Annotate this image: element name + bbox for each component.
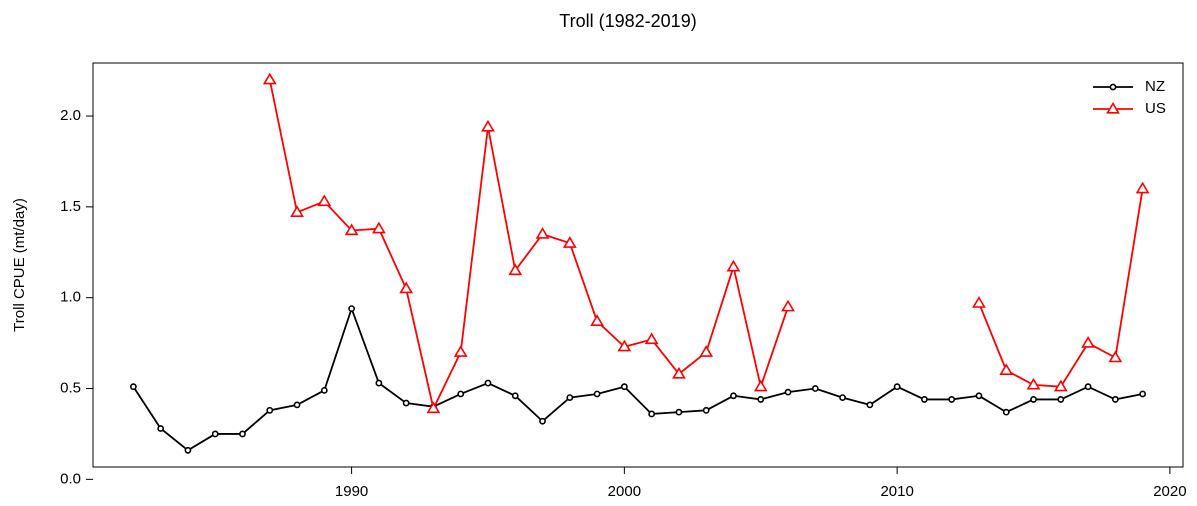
triangle-marker [617,339,632,352]
circle-marker [648,410,656,418]
triangle-marker [290,205,304,217]
x-tick-label: 2020 [1153,483,1186,500]
y-tick-label: 2.0 [60,107,81,124]
triangle-marker [726,259,741,272]
circle-marker [402,399,410,407]
circle-marker [1002,408,1010,416]
circle-marker [757,396,765,403]
circle-marker [320,386,328,394]
circle-marker [457,390,465,398]
triangle-marker [453,345,468,357]
triangle-marker [1135,181,1150,194]
circle-marker [675,408,683,416]
plot-frame [92,62,1184,468]
triangle-marker [590,314,604,326]
circle-marker [539,417,546,425]
circle-marker [620,383,628,391]
legend-label: US [1145,100,1166,117]
y-tick-label: 1.5 [60,198,81,215]
y-tick-label: 0.0 [60,470,81,487]
circle-marker [266,406,274,414]
triangle-marker [644,332,659,345]
circle-marker [348,305,355,312]
triangle-marker [672,366,686,379]
triangle-marker [317,194,332,207]
circle-marker [948,396,956,403]
x-tick-label: 2010 [880,483,913,500]
triangle-marker [1026,377,1041,390]
circle-marker [784,388,792,396]
series-line [132,305,1143,452]
circle-marker [157,425,165,432]
triangle-marker [699,345,714,357]
legend-label: NZ [1145,78,1165,95]
circle-marker [1057,396,1065,403]
circle-marker [375,379,383,387]
circle-marker [839,394,846,402]
circle-marker [866,401,874,409]
circle-marker [1084,383,1092,391]
triangle-marker [999,363,1014,376]
circle-marker [566,394,574,402]
triangle-marker [371,221,386,234]
triangle-marker [562,236,577,248]
triangle-marker [508,263,523,276]
triangle-marker [1081,336,1095,348]
circle-marker [730,392,737,400]
y-axis-label: Troll CPUE (mt/day) [11,198,28,332]
triangle-marker [481,119,495,132]
circle-marker [484,379,492,387]
circle-marker [702,406,710,414]
circle-marker [239,430,246,438]
chart-title: Troll (1982-2019) [559,11,696,31]
x-tick-label: 2000 [608,483,641,500]
circle-marker [184,446,192,454]
triangle-marker [1108,350,1123,363]
circle-marker [593,390,601,398]
triangle-marker [781,299,795,312]
circle-marker [1030,396,1037,403]
triangle-marker [262,72,277,85]
triangle-marker [1053,379,1068,392]
circle-marker [893,383,901,391]
circle-marker [975,392,983,400]
circle-marker [293,401,301,409]
circle-marker [211,430,219,438]
triangle-marker [426,401,441,414]
triangle-marker [344,223,359,236]
circle-marker [511,392,519,400]
triangle-marker [535,227,550,239]
circle-marker [129,383,137,391]
x-tick-label: 1990 [335,483,368,500]
legend-marker [1109,83,1117,91]
y-tick-label: 0.5 [60,379,81,396]
legend-marker [1106,101,1120,114]
series-line [268,79,1144,412]
circle-marker [921,396,928,403]
triangle-marker [972,296,986,308]
circle-marker [1139,390,1147,398]
circle-marker [811,385,819,392]
triangle-marker [399,281,414,294]
circle-marker [1111,396,1119,403]
triangle-marker [753,379,768,392]
y-tick-label: 1.0 [60,289,81,306]
